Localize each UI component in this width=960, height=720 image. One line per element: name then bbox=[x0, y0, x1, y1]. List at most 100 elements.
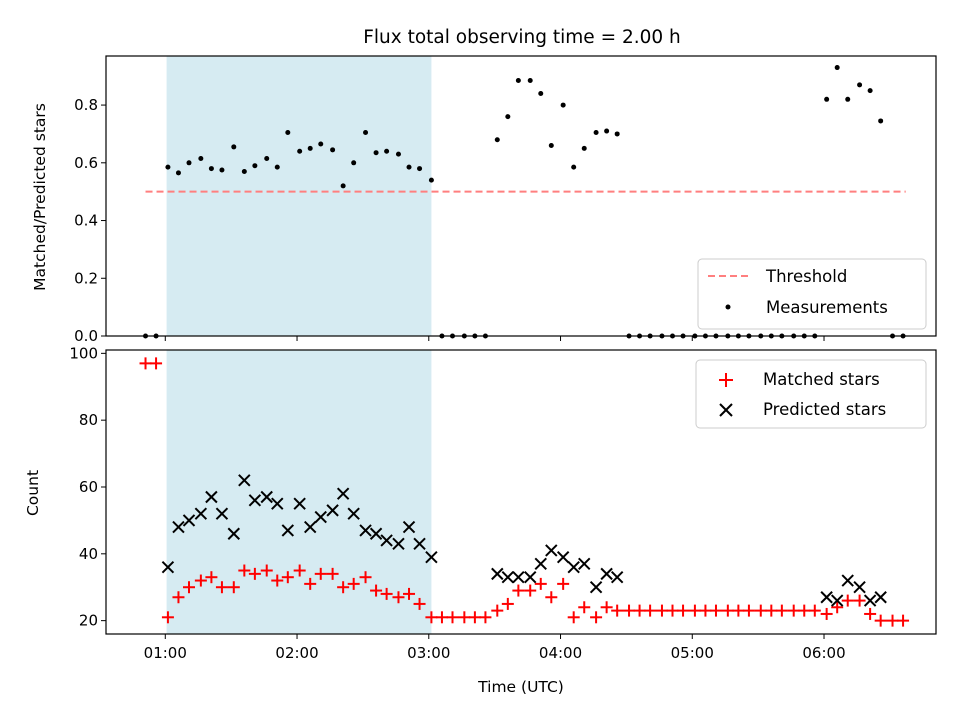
predicted-star-point bbox=[326, 504, 339, 517]
shaded-interval-bottom bbox=[166, 350, 432, 634]
matched-star-point bbox=[775, 604, 788, 617]
measurement-point bbox=[581, 145, 587, 151]
matched-star-point bbox=[205, 571, 218, 584]
matched-star-point bbox=[831, 601, 844, 614]
measurement-point bbox=[505, 114, 511, 120]
chart-title: Flux total observing time = 2.00 h bbox=[363, 27, 681, 48]
x-tick-label: 04:00 bbox=[539, 644, 582, 662]
y-tick-label: 100 bbox=[69, 344, 98, 362]
legend-predicted-swatch bbox=[719, 403, 733, 417]
measurement-point bbox=[878, 118, 884, 124]
predicted-star-point bbox=[830, 594, 844, 607]
matched-star-point bbox=[699, 604, 712, 617]
predicted-star-point bbox=[314, 510, 327, 524]
predicted-star-point bbox=[194, 507, 208, 520]
measurement-point bbox=[318, 141, 324, 147]
legend-matched-label: Matched stars bbox=[763, 370, 880, 389]
x-tick-label: 02:00 bbox=[275, 644, 318, 662]
matched-star-point bbox=[304, 577, 317, 590]
matched-star-point bbox=[468, 611, 481, 624]
matched-star-point bbox=[215, 581, 228, 594]
predicted-star-point bbox=[293, 497, 306, 510]
matched-star-point bbox=[874, 614, 887, 627]
measurement-point bbox=[494, 137, 500, 143]
predicted-star-point bbox=[820, 591, 833, 604]
x-ticks-bottom: 01:00 02:00 03:00 04:00 05:00 06:00 bbox=[144, 634, 846, 662]
x-axis-label: Time (UTC) bbox=[477, 678, 564, 696]
predicted-star-point bbox=[182, 514, 196, 527]
matched-star-point bbox=[742, 604, 755, 617]
matched-star-point bbox=[644, 604, 657, 617]
measurement-point bbox=[560, 102, 566, 108]
matched-star-point bbox=[721, 604, 734, 617]
matched-star-point bbox=[765, 604, 778, 617]
matched-star-point bbox=[227, 581, 240, 594]
matched-star-point bbox=[403, 587, 416, 600]
measurement-point bbox=[538, 91, 544, 97]
predicted-star-point bbox=[260, 490, 273, 504]
matched-star-point bbox=[139, 357, 152, 370]
predicted-star-point bbox=[589, 581, 603, 594]
measurement-point bbox=[264, 155, 270, 161]
matched-star-point bbox=[413, 597, 426, 610]
matched-star-point bbox=[248, 567, 261, 580]
matched-star-point bbox=[380, 587, 393, 600]
measurement-point bbox=[604, 128, 610, 134]
x-ticks-top bbox=[164, 336, 825, 341]
matched-star-point bbox=[194, 574, 207, 587]
predicted-star-point bbox=[347, 507, 360, 520]
predicted-star-point bbox=[281, 524, 295, 537]
predicted-star-point bbox=[303, 520, 317, 534]
matched-star-point bbox=[501, 597, 514, 610]
panel-frame-bottom bbox=[105, 349, 937, 635]
predicted-star-point bbox=[567, 560, 580, 574]
y-tick-label: 0.6 bbox=[74, 154, 98, 172]
x-tick-label: 06:00 bbox=[802, 644, 845, 662]
matched-stars-points bbox=[139, 357, 910, 627]
x-tick-label: 03:00 bbox=[407, 644, 450, 662]
measurement-point bbox=[867, 88, 873, 94]
legend-matched-swatch bbox=[719, 373, 733, 387]
matched-star-point bbox=[623, 604, 636, 617]
matched-star-point bbox=[534, 577, 547, 590]
predicted-star-point bbox=[271, 497, 284, 510]
measurement-point bbox=[527, 78, 533, 84]
measurement-point bbox=[208, 166, 214, 172]
matched-star-point bbox=[853, 594, 866, 607]
matched-star-point bbox=[326, 567, 339, 580]
matched-star-point bbox=[709, 604, 722, 617]
matched-star-point bbox=[161, 611, 174, 624]
legend-threshold-label: Threshold bbox=[765, 267, 847, 286]
y-tick-label: 0.4 bbox=[74, 212, 98, 230]
matched-star-point bbox=[578, 601, 591, 614]
measurement-point bbox=[857, 82, 863, 88]
matched-star-point bbox=[293, 564, 306, 577]
measurement-point bbox=[593, 129, 599, 135]
measurement-point bbox=[845, 96, 851, 102]
predicted-star-point bbox=[205, 490, 218, 504]
measurement-point bbox=[363, 129, 369, 135]
matched-star-point bbox=[611, 604, 624, 617]
legend-measurements-swatch bbox=[725, 304, 731, 310]
predicted-star-point bbox=[853, 581, 866, 594]
predicted-star-point bbox=[402, 520, 416, 534]
matched-star-point bbox=[512, 584, 525, 597]
predicted-star-point bbox=[534, 557, 547, 571]
measurement-point bbox=[330, 147, 336, 153]
measurement-point bbox=[614, 131, 620, 137]
matched-star-point bbox=[458, 611, 471, 624]
measurement-points bbox=[143, 65, 906, 339]
measurement-point bbox=[395, 151, 401, 157]
predicted-star-point bbox=[215, 507, 229, 520]
x-tick-label: 01:00 bbox=[144, 644, 187, 662]
matched-star-point bbox=[425, 611, 438, 624]
measurement-point bbox=[340, 183, 346, 189]
matched-star-point bbox=[732, 604, 745, 617]
matched-star-point bbox=[655, 604, 668, 617]
legend-top: Threshold Measurements bbox=[697, 258, 927, 330]
predicted-star-point bbox=[512, 570, 525, 584]
predicted-star-point bbox=[556, 550, 570, 564]
measurement-point bbox=[186, 160, 192, 166]
matched-star-point bbox=[392, 591, 405, 604]
